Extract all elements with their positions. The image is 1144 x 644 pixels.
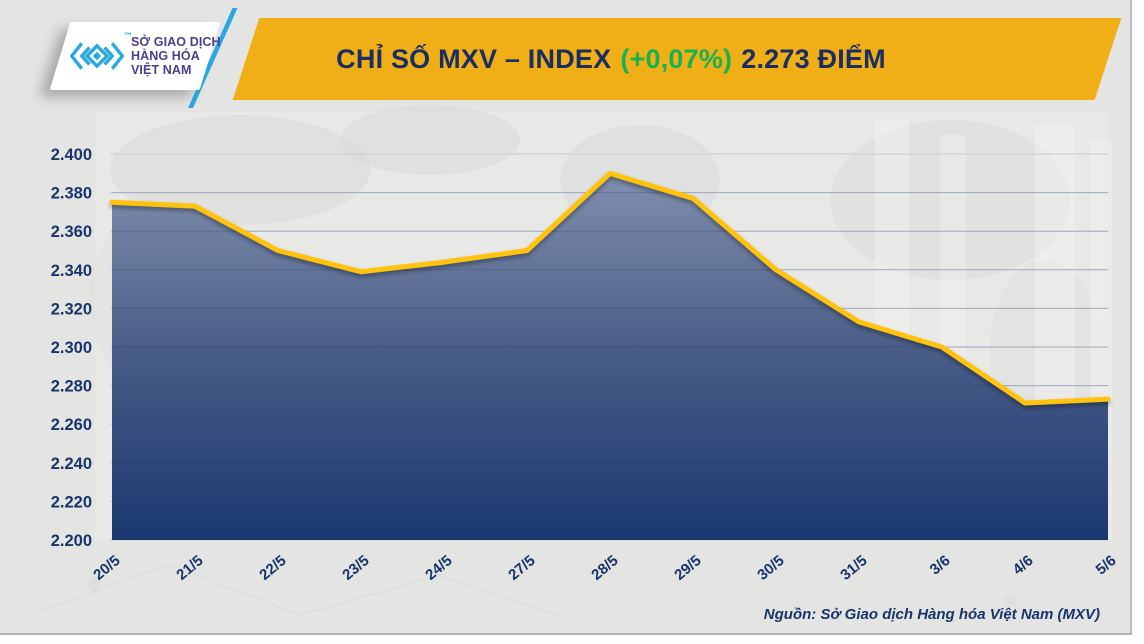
logo-text: SỞ GIAO DỊCH HÀNG HÓA VIỆT NAM xyxy=(131,35,221,78)
index-line xyxy=(109,170,1111,406)
logo-line-3: VIỆT NAM xyxy=(131,63,192,78)
title-main: CHỈ SỐ MXV – INDEX xyxy=(336,43,612,74)
y-axis-label: 2.240 xyxy=(51,455,92,473)
mxv-logo-icon xyxy=(70,42,124,70)
logo-line-2: HÀNG HÓA xyxy=(131,48,200,63)
chart-title: CHỈ SỐ MXV – INDEX (+0,07%) 2.273 ĐIỂM xyxy=(336,44,886,75)
x-axis-label: 30/5 xyxy=(754,552,787,584)
y-axis-label: 2.360 xyxy=(51,223,92,241)
x-axis-label: 28/5 xyxy=(588,552,621,584)
trademark-symbol: ™ xyxy=(124,31,132,40)
title-points-value: 2.273 ĐIỂM xyxy=(741,43,886,74)
x-axis-label: 21/5 xyxy=(173,552,206,584)
logo-line-1: SỞ GIAO DỊCH xyxy=(131,34,221,49)
network-watermark xyxy=(39,564,1016,616)
x-axis-label: 23/5 xyxy=(339,552,372,584)
mxv-logo: ™ SỞ GIAO DỊCH HÀNG HÓA VIỆT NAM xyxy=(60,22,221,90)
y-axis-label: 2.340 xyxy=(51,262,92,280)
chart-title-wrap: CHỈ SỐ MXV – INDEX (+0,07%) 2.273 ĐIỂM xyxy=(246,18,1108,100)
y-axis-label: 2.260 xyxy=(51,416,92,434)
x-axis-label: 27/5 xyxy=(505,552,538,584)
y-axis-label: 2.220 xyxy=(51,493,92,511)
y-axis-label: 2.280 xyxy=(51,378,92,396)
source-caption: Nguồn: Sở Giao dịch Hàng hóa Việt Nam (M… xyxy=(763,606,1100,623)
index-chart: 2.200 2.220 2.240 2.260 2.280 2.300 2.320 2.340… xyxy=(39,115,1120,616)
y-axis-label: 2.400 xyxy=(51,146,92,164)
x-axis-label: 29/5 xyxy=(671,552,704,584)
y-axis-label: 2.320 xyxy=(51,300,92,318)
x-axis-label: 5/6 xyxy=(1093,552,1120,578)
x-axis-label: 31/5 xyxy=(837,552,870,584)
x-axis-label: 3/6 xyxy=(927,552,954,578)
y-axis-label: 2.200 xyxy=(51,532,92,550)
y-axis-label: 2.380 xyxy=(51,185,92,203)
infographic-panel: 2.200 2.220 2.240 2.260 2.280 2.300 2.320 2.340… xyxy=(0,0,1132,635)
y-axis-label: 2.300 xyxy=(51,339,92,357)
x-axis-label: 4/6 xyxy=(1010,552,1037,578)
x-axis-label: 22/5 xyxy=(256,552,289,584)
title-change-percent: (+0,07%) xyxy=(620,43,733,74)
area-fill xyxy=(112,173,1108,541)
